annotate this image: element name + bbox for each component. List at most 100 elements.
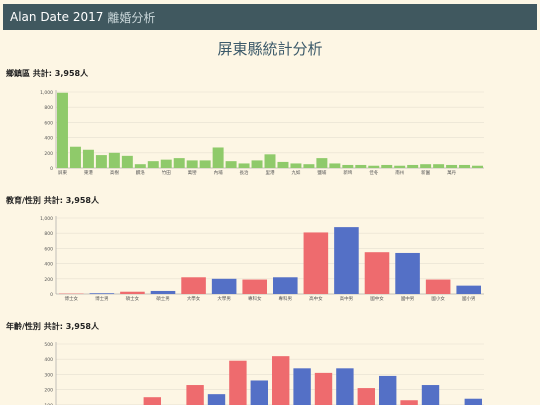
chart1-xtick-label: 長治: [240, 169, 249, 176]
chart1-xtick-label: 九如: [291, 169, 300, 176]
chart1-bar[interactable]: [420, 164, 432, 168]
chart1-xtick-label: 萬巒: [188, 169, 197, 176]
chart2-bar[interactable]: [120, 291, 145, 294]
chart1-bar[interactable]: [121, 155, 133, 168]
chart1-bar[interactable]: [394, 165, 406, 168]
chart1-bar[interactable]: [407, 164, 419, 168]
chart1-xtick-label: 萬丹: [447, 169, 456, 176]
chart2-bar[interactable]: [150, 290, 176, 294]
chart1-bar[interactable]: [69, 146, 81, 168]
chart1-bar[interactable]: [433, 164, 445, 168]
chart1-bar[interactable]: [212, 147, 224, 168]
chart1-bar[interactable]: [329, 163, 341, 168]
chart3-bar[interactable]: [207, 394, 226, 405]
chart1-bar[interactable]: [251, 160, 263, 168]
chart1-xtick-label: 南州: [395, 169, 404, 176]
chart1-bar[interactable]: [303, 164, 315, 168]
chart3-ytick-label: 400: [44, 357, 53, 363]
chart1-bar[interactable]: [186, 160, 198, 168]
chart1-bar[interactable]: [290, 163, 302, 168]
chart2-ytick-label: 400: [44, 262, 53, 268]
chart1-ytick-label: 600: [44, 120, 53, 126]
chart2-heading: 教育/性別 共計: 3,958人: [6, 196, 99, 205]
chart2-xtick-label: 專科男: [279, 295, 293, 302]
chart1-bar[interactable]: [82, 149, 94, 168]
chart2-xtick-label: 大學女: [187, 295, 201, 302]
chart1-bar[interactable]: [277, 161, 289, 168]
chart3-bar[interactable]: [464, 398, 482, 405]
chart3-bar[interactable]: [336, 368, 354, 405]
chart1-ytick-label: 800: [44, 105, 53, 111]
chart1-bar[interactable]: [446, 164, 458, 168]
chart3-bar[interactable]: [357, 388, 375, 405]
chart2-xtick-label: 碩士女: [126, 295, 140, 302]
chart1-bar[interactable]: [147, 161, 159, 168]
chart1-heading: 鄉鎮區 共計: 3,958人: [6, 69, 89, 78]
page-title: 屏東縣統計分析: [217, 40, 323, 58]
chart1-bar[interactable]: [173, 158, 185, 168]
chart3-bar[interactable]: [272, 356, 290, 405]
chart2-bar[interactable]: [456, 285, 481, 294]
chart1-ytick-label: 0: [50, 166, 53, 172]
chart1-bar[interactable]: [459, 164, 471, 168]
chart2-bar[interactable]: [364, 252, 390, 294]
chart3-ytick-label: 100: [44, 403, 53, 405]
app-title[interactable]: Alan Date 2017: [10, 10, 104, 24]
chart1-bar[interactable]: [368, 165, 380, 168]
chart1-bar[interactable]: [264, 154, 276, 168]
chart2-bar[interactable]: [303, 232, 329, 294]
chart2-xtick-label: 博士女: [65, 295, 79, 302]
chart3-bar[interactable]: [250, 380, 268, 405]
chart2-xtick-label: 高中男: [340, 295, 354, 302]
chart1-xtick-label: 鹽埔: [317, 169, 326, 176]
chart3-ytick-label: 200: [44, 388, 53, 394]
chart1-xtick-label: 屏東: [58, 169, 67, 176]
chart2-xtick-label: 博士男: [95, 295, 109, 302]
chart1-bar[interactable]: [342, 164, 354, 168]
chart1-bar[interactable]: [238, 163, 250, 168]
chart3-bar[interactable]: [186, 385, 204, 405]
chart1-bar[interactable]: [381, 164, 393, 168]
chart1-bar[interactable]: [199, 160, 211, 168]
chart1-bar[interactable]: [134, 164, 146, 168]
chart2-bar[interactable]: [273, 277, 298, 294]
chart2-ytick-label: 600: [44, 246, 53, 252]
chart3-ytick-label: 300: [44, 372, 53, 378]
chart1-bar[interactable]: [95, 155, 107, 168]
chart2-ytick-label: 1,000: [40, 216, 53, 222]
chart2-bar[interactable]: [181, 277, 206, 294]
chart1-bar[interactable]: [355, 164, 367, 168]
chart1-xtick-label: 里港: [266, 169, 275, 176]
chart1-bar[interactable]: [316, 158, 328, 168]
chart3-bar[interactable]: [229, 360, 247, 405]
chart3-heading: 年齡/性別 共計: 3,958人: [6, 322, 99, 331]
chart3-bar[interactable]: [143, 397, 161, 405]
chart1-ytick-label: 1,000: [40, 90, 53, 96]
chart1-bar[interactable]: [225, 161, 237, 168]
chart-age-gender: 500 400 300 200 100: [44, 342, 484, 405]
chart2-bar[interactable]: [395, 252, 420, 294]
chart-township: 1,000 800 600 400 200 0 屏東 東港 高樹 麟洛 竹田 萬巒 內埔 長治 里港 九如 鹽埔…: [40, 90, 484, 176]
chart3-bar[interactable]: [400, 400, 418, 405]
chart3-bar[interactable]: [421, 385, 440, 405]
chart1-bar[interactable]: [472, 165, 483, 168]
chart2-bar[interactable]: [334, 227, 359, 294]
chart1-bar[interactable]: [57, 92, 68, 168]
chart3-bar[interactable]: [314, 372, 333, 405]
chart3-bar[interactable]: [379, 375, 397, 405]
chart2-ytick-label: 800: [44, 231, 53, 237]
chart2-bar[interactable]: [211, 278, 237, 294]
chart2-bar[interactable]: [242, 279, 267, 294]
chart1-xtick-label: 佳冬: [369, 169, 378, 176]
chart2-bar[interactable]: [89, 293, 115, 294]
chart2-bar[interactable]: [425, 279, 451, 294]
top-navbar: Alan Date 2017 離婚分析: [3, 4, 537, 30]
chart1-bar[interactable]: [108, 152, 120, 168]
chart1-bar[interactable]: [160, 159, 172, 168]
chart-education-gender: 1,000 800 600 400 200 0 博士女 博士男 碩士女 碩士男 大學女 大學男 專科女 專…: [40, 216, 484, 302]
chart1-xtick-label: 麟洛: [136, 169, 145, 176]
chart3-bar[interactable]: [293, 368, 311, 405]
chart2-xtick-label: 專科女: [248, 295, 262, 302]
chart2-xtick-label: 國中女: [370, 295, 384, 302]
chart2-xtick-label: 大學男: [217, 295, 231, 302]
